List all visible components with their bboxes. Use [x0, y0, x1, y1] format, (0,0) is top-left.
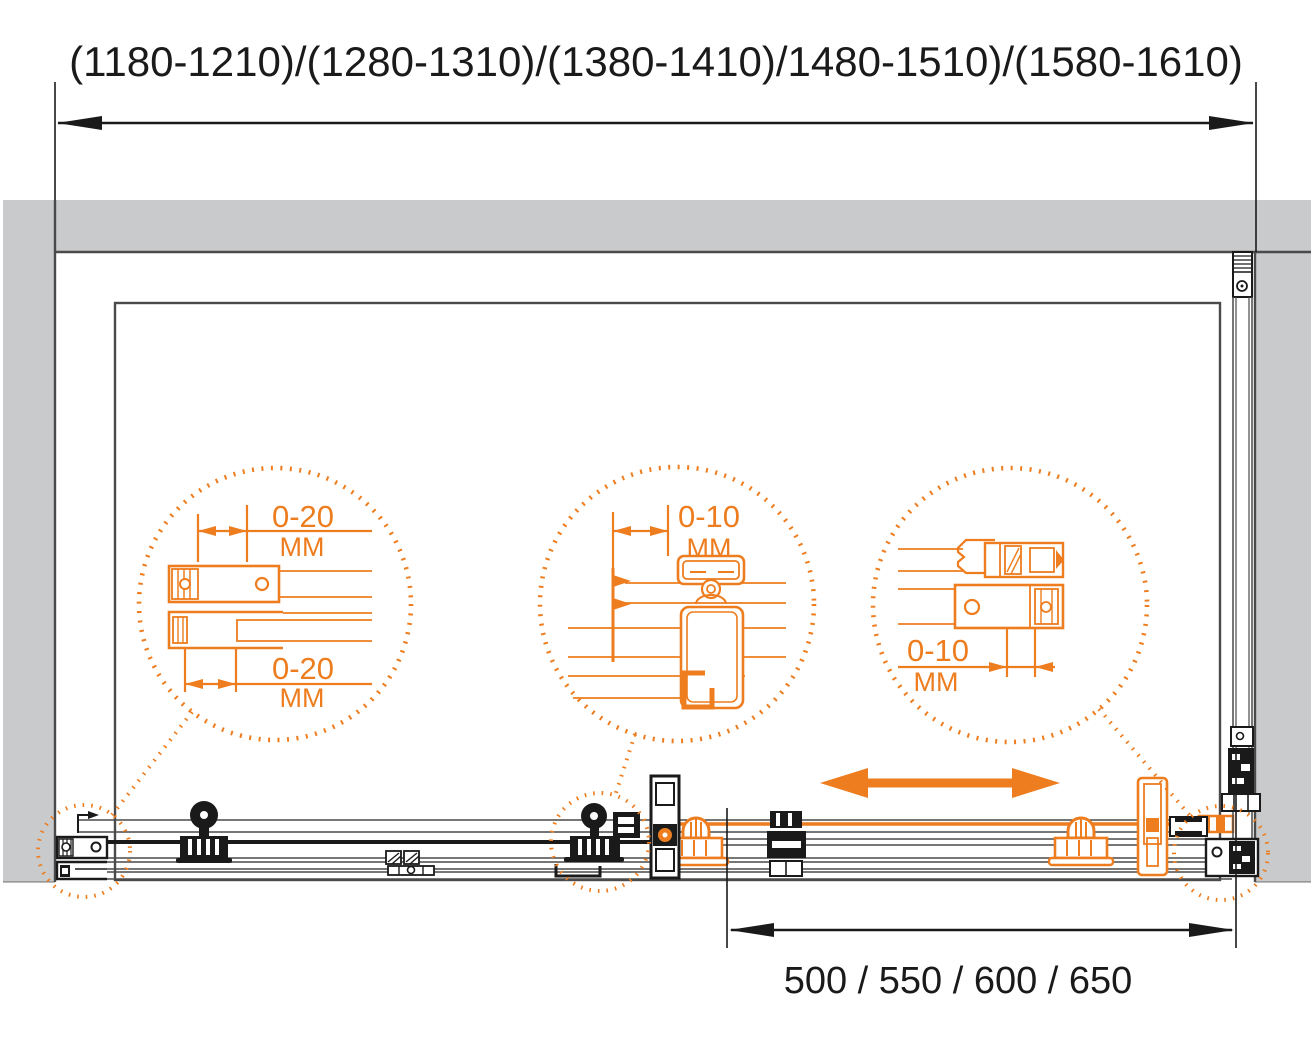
- detail-right-unit: MM: [914, 667, 959, 697]
- top-dimension: (1180-1210)/(1280-1310)/(1380-1410)/1480…: [54, 38, 1257, 252]
- detail-right-wall-profile: 0-10 MM: [898, 538, 1065, 697]
- detail-left-bottom-value: 0-20: [272, 651, 334, 686]
- callout-source-center: [549, 791, 651, 893]
- callout-source-left: [36, 803, 132, 899]
- door-ghost-position: [656, 776, 1235, 877]
- corner-clamp: [1169, 816, 1260, 878]
- detail-left-wall-profile: 0-20 MM 0-20 MM: [167, 499, 372, 713]
- bottom-dimension: 500 / 550 / 600 / 650: [726, 750, 1237, 1002]
- ghost-roller-right: [1047, 816, 1115, 867]
- arrow-left-icon: [57, 116, 102, 130]
- right-wall-profile: [1221, 251, 1261, 838]
- ghost-door-stile: [1136, 776, 1169, 877]
- slide-arrow-right-icon: [1012, 768, 1060, 798]
- door-hardware: [55, 251, 1261, 881]
- detail-center-value: 0-10: [678, 499, 740, 534]
- slide-direction-arrow: [820, 768, 1060, 798]
- detail-left-bottom-unit: MM: [280, 683, 325, 713]
- detail-center-overlap: 0-10 MM: [568, 499, 786, 710]
- tray-outline: [113, 301, 1222, 882]
- detail-left-top-value: 0-20: [272, 499, 334, 534]
- center-stopper: [649, 774, 681, 880]
- left-wall-bracket: [55, 811, 109, 881]
- wall-top: [55, 200, 1311, 252]
- handle-bracket: [767, 811, 806, 877]
- callout-source-right: [1172, 804, 1270, 902]
- arrow-right-icon: [1189, 923, 1234, 937]
- detail-callouts: [36, 464, 1270, 902]
- walls: [3, 200, 1311, 883]
- detail-circle-left: [136, 465, 414, 743]
- detail-right-value: 0-10: [907, 633, 969, 668]
- slide-arrow-left-icon: [820, 768, 868, 798]
- overall-width-label: (1180-1210)/(1280-1310)/(1380-1410)/1480…: [69, 38, 1243, 85]
- track-fittings: [385, 850, 435, 876]
- door-panel-width-label: 500 / 550 / 600 / 650: [784, 960, 1133, 1002]
- arrow-right-icon: [1209, 116, 1254, 130]
- detail-circle-right: [870, 465, 1150, 745]
- door-roller-left: [176, 801, 232, 863]
- arrow-left-icon: [729, 923, 774, 937]
- detail-circle-center: [537, 464, 817, 744]
- wall-left: [3, 200, 55, 882]
- wall-right: [1255, 252, 1311, 882]
- door-roller-center: [554, 803, 640, 878]
- detail-left-top-unit: MM: [280, 532, 325, 562]
